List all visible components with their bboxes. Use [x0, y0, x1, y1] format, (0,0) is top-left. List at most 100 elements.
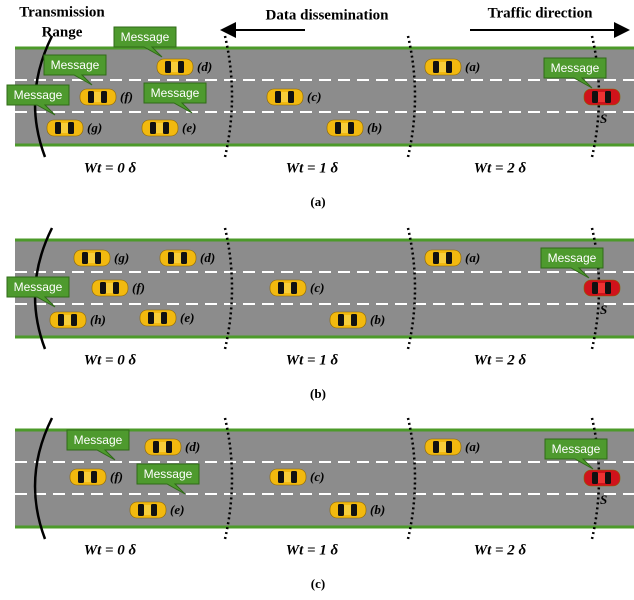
car-label: (f)	[120, 89, 133, 104]
zone-label: Wt = 0 δ	[84, 160, 137, 176]
car-window	[95, 252, 101, 264]
car-label: (c)	[310, 280, 324, 295]
car-window	[433, 61, 439, 73]
car-window	[288, 91, 294, 103]
car	[424, 249, 462, 267]
car-window	[335, 122, 341, 134]
car-window	[338, 314, 344, 326]
car-roof	[284, 472, 291, 482]
car-label: (b)	[370, 312, 385, 327]
message-bubble	[113, 26, 177, 58]
car-roof	[344, 505, 351, 515]
car-window	[82, 252, 88, 264]
car-label: (g)	[87, 120, 102, 135]
car-roof	[341, 123, 348, 133]
car-roof	[598, 283, 605, 293]
car	[326, 119, 364, 137]
message-bubble	[544, 438, 608, 470]
message-bubble	[143, 82, 207, 114]
car-roof	[144, 505, 151, 515]
header-label: Traffic direction	[488, 5, 593, 21]
car-window	[446, 61, 452, 73]
car	[329, 311, 367, 329]
source-label: S	[600, 492, 607, 507]
car-window	[148, 312, 154, 324]
car-window	[78, 471, 84, 483]
car	[73, 249, 111, 267]
car-roof	[106, 283, 113, 293]
car-window	[178, 61, 184, 73]
car-roof	[598, 92, 605, 102]
zone-label: Wt = 1 δ	[286, 352, 339, 368]
zone-label: Wt = 1 δ	[286, 542, 339, 558]
car-window	[278, 471, 284, 483]
car	[139, 309, 177, 327]
car	[424, 438, 462, 456]
car-window	[153, 441, 159, 453]
car-roof	[61, 123, 68, 133]
car-roof	[284, 283, 291, 293]
zone-boundary	[406, 227, 417, 350]
car-window	[58, 314, 64, 326]
message-bubble	[6, 276, 70, 308]
car-label: (d)	[185, 439, 200, 454]
message-text: Message	[151, 86, 200, 100]
header-label: Range	[42, 24, 83, 40]
car-window	[592, 472, 598, 484]
car-roof	[156, 123, 163, 133]
car	[141, 119, 179, 137]
car-roof	[64, 315, 71, 325]
car-roof	[439, 442, 446, 452]
car-window	[68, 122, 74, 134]
source-car	[583, 279, 621, 297]
message-text: Message	[51, 58, 100, 72]
car-label: (f)	[110, 469, 123, 484]
car	[91, 279, 129, 297]
car-label: (d)	[197, 59, 212, 74]
car-window	[291, 471, 297, 483]
car-window	[55, 122, 61, 134]
car-label: (a)	[465, 250, 480, 265]
car-window	[165, 61, 171, 73]
message-bubble	[66, 429, 130, 461]
car-window	[101, 91, 107, 103]
message-bubble	[43, 54, 107, 86]
car	[69, 468, 107, 486]
car-window	[181, 252, 187, 264]
car-roof	[159, 442, 166, 452]
message-text: Message	[144, 467, 193, 481]
car	[269, 468, 307, 486]
road	[15, 48, 634, 145]
car-window	[275, 91, 281, 103]
zone-boundary	[223, 227, 234, 350]
message-bubble	[543, 57, 607, 89]
message-text: Message	[121, 30, 170, 44]
car	[156, 58, 194, 76]
car-label: (d)	[200, 250, 215, 265]
car-roof	[171, 62, 178, 72]
car-roof	[94, 92, 101, 102]
car-window	[592, 282, 598, 294]
car-window	[605, 91, 611, 103]
source-car	[583, 469, 621, 487]
car-window	[150, 122, 156, 134]
zone-boundary	[406, 417, 417, 540]
car-window	[91, 471, 97, 483]
car	[269, 279, 307, 297]
car	[46, 119, 84, 137]
car-roof	[154, 313, 161, 323]
car-window	[138, 504, 144, 516]
car-label: (e)	[180, 310, 194, 325]
zone-label: Wt = 2 δ	[474, 160, 527, 176]
zone-label: Wt = 1 δ	[286, 160, 339, 176]
car-roof	[344, 315, 351, 325]
car-label: (a)	[465, 439, 480, 454]
car-label: (e)	[182, 120, 196, 135]
message-text: Message	[552, 442, 601, 456]
zone-boundary	[223, 417, 234, 540]
car	[266, 88, 304, 106]
car-label: (b)	[370, 502, 385, 517]
car-window	[446, 252, 452, 264]
car-label: (e)	[170, 502, 184, 517]
